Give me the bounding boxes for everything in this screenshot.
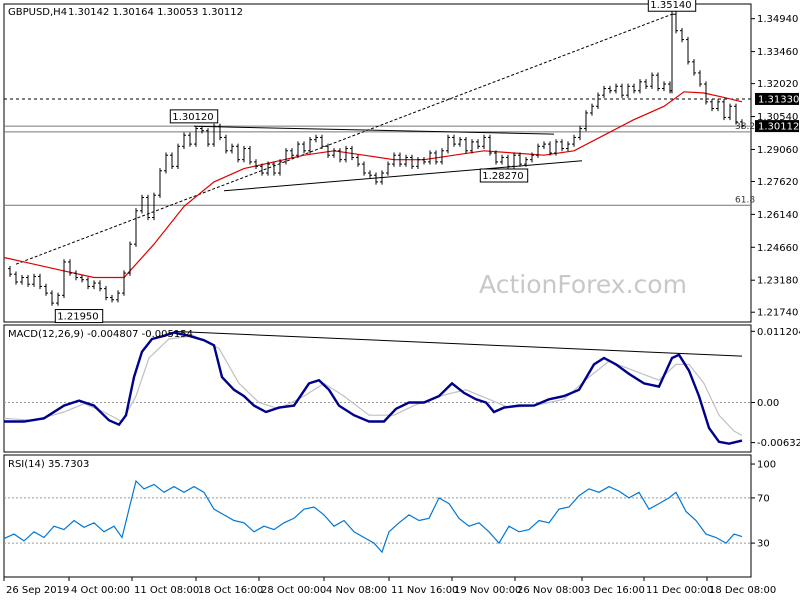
price-annotation-label: 1.21950 (57, 312, 98, 323)
price-axis-tick-label: 1.23180 (757, 276, 798, 287)
macd-panel: 0.011204 0.00 -0.00632 (3, 327, 800, 449)
price-annotation-label: 1.35140 (650, 0, 691, 11)
watermark-text: ActionForex.com (479, 270, 687, 299)
time-axis-tick-label: 18 Dec 08:00 (709, 585, 776, 596)
trendline (223, 160, 583, 192)
price-axis-tick-label: 1.30540 (757, 112, 798, 123)
macd-axis-tick-label: 0.00 (757, 398, 779, 409)
rsi-axis-tick-label: 100 (757, 460, 776, 471)
macd-axis-tick-label: -0.00632 (757, 438, 800, 449)
time-axis-tick-label: 26 Nov 08:00 (517, 585, 584, 596)
rsi-axis-tick-label: 70 (757, 493, 770, 504)
price-annotation-box (479, 168, 529, 183)
time-axis-tick-label: 4 Nov 08:00 (326, 585, 387, 596)
macd-axis-tick-label: 0.011204 (757, 327, 800, 338)
price-tag-background (755, 92, 799, 105)
dotted-trendline (15, 13, 673, 265)
chart-symbol: GBPUSD,H4 (8, 7, 67, 18)
rsi-axis-tick-label: 30 (757, 539, 770, 550)
rsi-panel-frame (3, 454, 752, 578)
rsi-panel: 100 70 30 (3, 460, 776, 554)
time-axis-tick-label: 11 Oct 08:00 (134, 585, 199, 596)
time-axis-tick-label: 3 Dec 16:00 (584, 585, 645, 596)
price-annotation-box (169, 109, 219, 124)
price-annotation-label: 1.30120 (172, 112, 213, 123)
price-tag-background (755, 120, 799, 133)
time-axis-tick-label: 18 Oct 16:00 (198, 585, 263, 596)
price-panel-frame (3, 3, 752, 323)
macd-line (4, 331, 743, 445)
rsi-title: RSI(14) 35.7303 (8, 459, 89, 470)
price-tag-label: 1.30112 (758, 122, 799, 133)
price-axis-tick-label: 1.34940 (757, 14, 798, 25)
price-axis-tick-label: 1.26140 (757, 210, 798, 221)
price-tag-label: 1.31330 (758, 94, 799, 105)
price-annotation-box (647, 0, 697, 12)
time-axis-tick-label: 26 Sep 2019 (6, 585, 69, 596)
price-annotation-label: 1.28270 (482, 171, 523, 182)
price-axis-tick-label: 1.21740 (757, 308, 798, 319)
price-axis-tick-label: 1.33460 (757, 47, 798, 58)
price-axis-tick-label: 1.24660 (757, 243, 798, 254)
fibonacci-level-label: 38.2 (735, 122, 755, 132)
time-axis-tick-label: 11 Dec 00:00 (646, 585, 713, 596)
price-axis-tick-label: 1.27620 (757, 177, 798, 188)
rsi-line (3, 479, 743, 554)
macd-trendline (173, 330, 743, 357)
price-annotation-box (54, 309, 104, 324)
fibonacci-level-label: 61.8 (735, 195, 755, 205)
macd-title: MACD(12,26,9) -0.004807 -0.005154 (8, 329, 193, 340)
price-axis-tick-label: 1.29060 (757, 145, 798, 156)
price-axis-tick-label: 1.32020 (757, 79, 798, 90)
time-axis-tick-label: 28 Oct 00:00 (261, 585, 326, 596)
trendline (193, 125, 555, 135)
time-axis-tick-label: 11 Nov 16:00 (391, 585, 458, 596)
time-axis-tick-label: 19 Nov 00:00 (454, 585, 521, 596)
macd-panel-frame (3, 324, 752, 453)
price-panel: 1.34940 1.33460 1.32020 1.30540 1.29060 1.276… (3, 0, 799, 324)
chart-quote: 1.30142 1.30164 1.30053 1.30112 (68, 7, 243, 18)
time-axis-tick-label: 4 Oct 00:00 (71, 585, 130, 596)
